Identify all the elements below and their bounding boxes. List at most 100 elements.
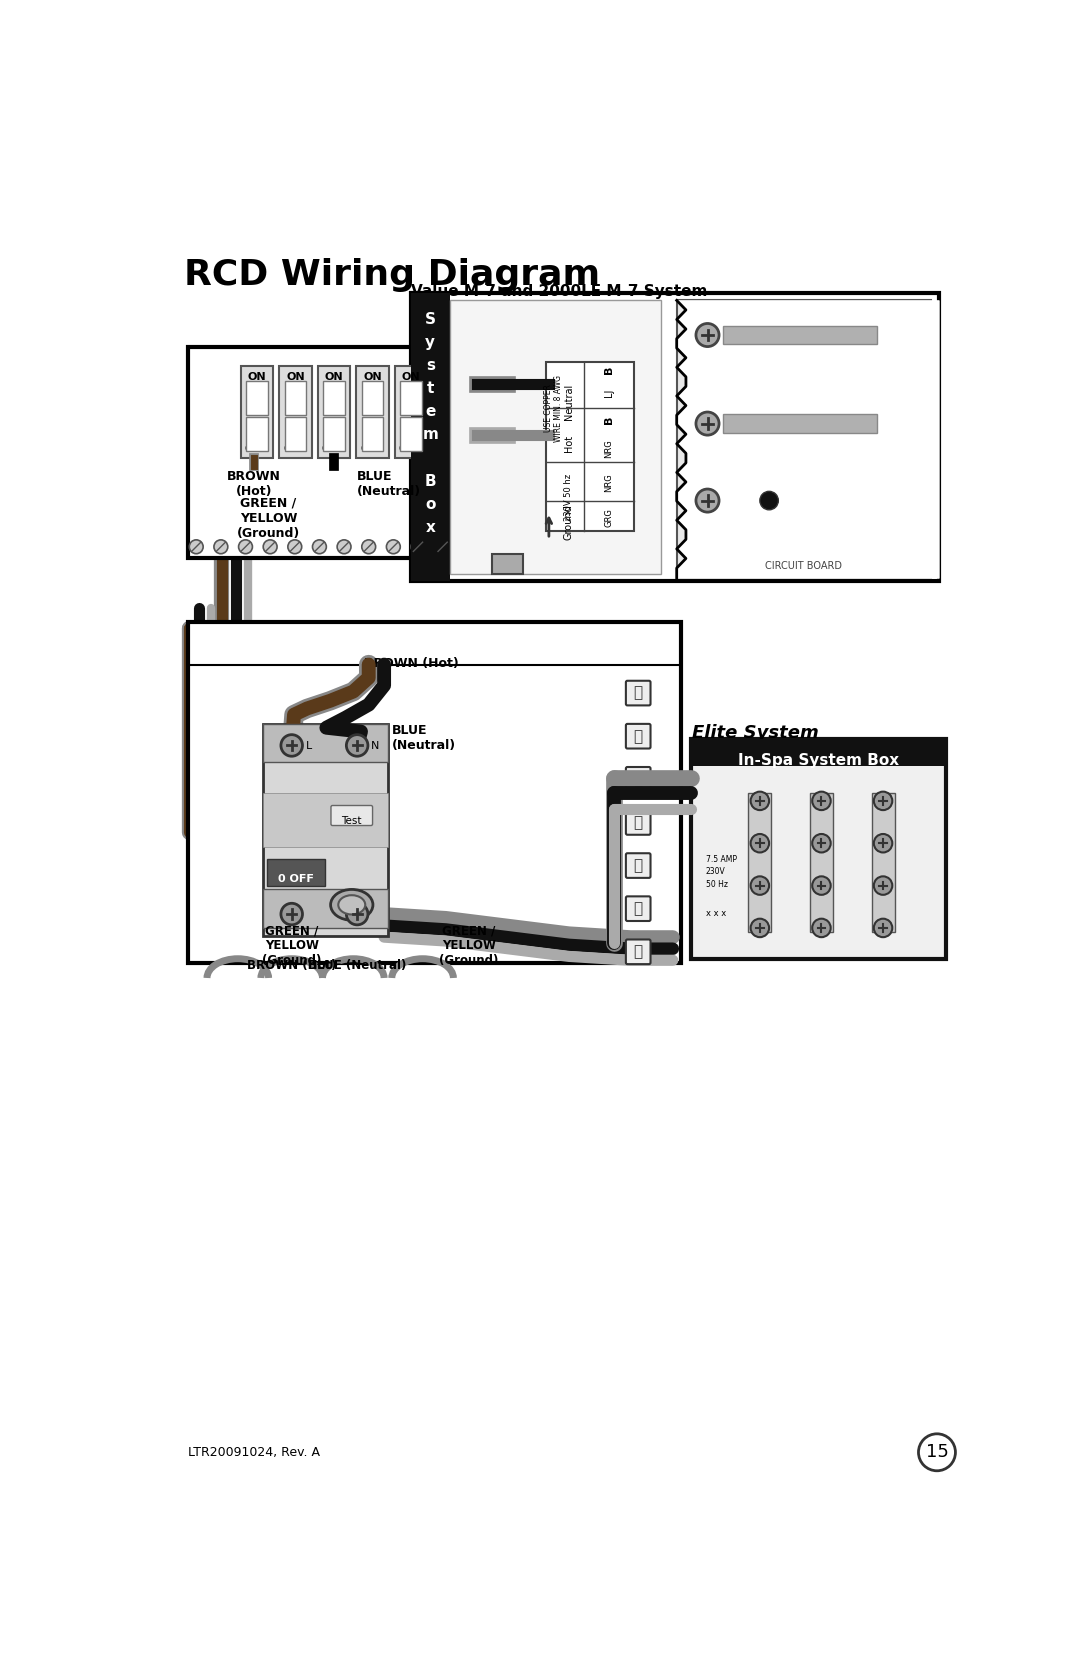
Bar [267, 858, 325, 886]
Bar [872, 793, 894, 931]
Bar [401, 381, 422, 416]
Bar [810, 793, 833, 931]
Text: BROWN (Hot): BROWN (Hot) [364, 658, 458, 669]
Text: Elite System: Elite System [692, 724, 819, 743]
Circle shape [696, 489, 719, 512]
Circle shape [874, 918, 892, 938]
FancyBboxPatch shape [626, 896, 650, 921]
Text: N: N [372, 741, 379, 751]
FancyBboxPatch shape [626, 940, 650, 965]
Text: LJ: LJ [604, 389, 613, 397]
Circle shape [812, 918, 831, 938]
Circle shape [281, 903, 302, 925]
Bar [188, 623, 680, 963]
Bar [723, 414, 877, 432]
Text: s: s [426, 359, 435, 374]
Text: OFF: OFF [245, 444, 269, 454]
Text: Test: Test [341, 816, 362, 826]
Text: BLUE (Neutral): BLUE (Neutral) [308, 958, 406, 971]
Circle shape [812, 876, 831, 895]
Bar [401, 417, 422, 451]
Circle shape [751, 876, 769, 895]
Text: x x x: x x x [706, 908, 726, 918]
Circle shape [696, 412, 719, 436]
Text: x: x [426, 519, 435, 534]
FancyBboxPatch shape [626, 768, 650, 791]
Text: m: m [422, 427, 438, 442]
Circle shape [214, 539, 228, 554]
Bar [690, 739, 946, 766]
Text: GREEN /
YELLOW
(Ground): GREEN / YELLOW (Ground) [237, 497, 300, 539]
Text: CIRCUIT BOARD: CIRCUIT BOARD [766, 561, 842, 571]
Bar [318, 366, 350, 459]
Text: B: B [604, 416, 613, 424]
Text: 230V 50 hz: 230V 50 hz [565, 474, 573, 521]
Circle shape [812, 791, 831, 809]
Circle shape [347, 903, 368, 925]
Text: ⓘ: ⓘ [634, 858, 643, 873]
Circle shape [918, 1434, 956, 1470]
Text: NRG: NRG [605, 439, 613, 457]
Text: ⓘ: ⓘ [634, 686, 643, 701]
Bar [362, 381, 383, 416]
Bar [677, 300, 931, 577]
Circle shape [288, 539, 301, 554]
Text: Ground: Ground [564, 504, 573, 541]
FancyBboxPatch shape [626, 809, 650, 834]
Bar [356, 366, 389, 459]
Bar [411, 292, 449, 581]
Bar [264, 724, 388, 936]
Circle shape [362, 539, 376, 554]
Text: OFF: OFF [283, 444, 308, 454]
Text: NRG: NRG [605, 474, 613, 492]
Text: GREEN /
YELLOW
(Ground): GREEN / YELLOW (Ground) [262, 925, 322, 966]
Text: OFF: OFF [322, 444, 347, 454]
Bar [411, 292, 939, 581]
Circle shape [312, 539, 326, 554]
Text: ⓘ: ⓘ [634, 814, 643, 829]
Text: Neutral: Neutral [564, 384, 573, 421]
Text: 15: 15 [926, 1444, 948, 1462]
Text: e: e [426, 404, 435, 419]
Text: B: B [424, 474, 436, 489]
Text: t: t [427, 381, 434, 396]
Bar [323, 417, 345, 451]
FancyBboxPatch shape [330, 806, 373, 826]
Text: BLUE
(Neutral): BLUE (Neutral) [392, 724, 456, 751]
Bar [690, 739, 946, 958]
Text: ON: ON [402, 372, 420, 382]
Bar [395, 366, 428, 459]
Circle shape [874, 791, 892, 809]
Circle shape [696, 324, 719, 347]
Text: GREEN /
YELLOW
(Ground): GREEN / YELLOW (Ground) [440, 925, 499, 966]
Text: ON: ON [247, 372, 267, 382]
Ellipse shape [330, 890, 373, 920]
Bar [280, 366, 312, 459]
Text: 0 OFF: 0 OFF [279, 875, 314, 885]
FancyBboxPatch shape [626, 853, 650, 878]
Bar [246, 417, 268, 451]
Text: Value M-7 and 2000LE M-7 System: Value M-7 and 2000LE M-7 System [411, 284, 707, 299]
Text: ⓘ: ⓘ [634, 945, 643, 960]
Text: S: S [424, 312, 436, 327]
Text: ON: ON [363, 372, 382, 382]
Circle shape [751, 918, 769, 938]
Bar [723, 325, 877, 344]
Text: ⓘ: ⓘ [634, 771, 643, 786]
Bar [264, 724, 388, 763]
Ellipse shape [338, 895, 365, 915]
Bar [449, 300, 661, 574]
Bar [545, 362, 634, 531]
Text: In-Spa System Box: In-Spa System Box [738, 753, 899, 768]
Text: OFF: OFF [361, 444, 384, 454]
Bar [188, 347, 446, 559]
Circle shape [337, 539, 351, 554]
Circle shape [387, 539, 401, 554]
Text: RCD Wiring Diagram: RCD Wiring Diagram [184, 259, 600, 292]
Text: B: B [604, 366, 613, 374]
Text: BROWN
(Hot): BROWN (Hot) [227, 469, 281, 497]
Text: 7.5 AMP
230V
50 Hz: 7.5 AMP 230V 50 Hz [706, 855, 737, 890]
Circle shape [435, 539, 449, 554]
Bar [264, 793, 388, 848]
Circle shape [411, 539, 424, 554]
